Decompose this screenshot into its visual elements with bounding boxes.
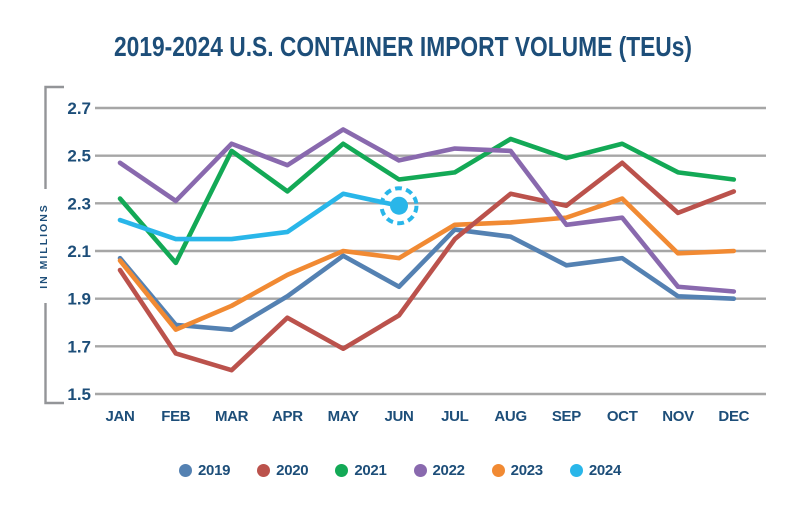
x-tick-label-aug: AUG: [494, 408, 526, 425]
series-line-2023: [117, 196, 737, 332]
x-tick-label-apr: APR: [272, 408, 303, 425]
x-tick-label-dec: DEC: [718, 408, 749, 425]
legend-swatch-2024: [569, 463, 583, 477]
y-axis-title: IN MILLIONS: [38, 203, 50, 289]
y-tick-label-2.3: 2.3: [67, 194, 91, 213]
x-tick-label-nov: NOV: [662, 408, 694, 425]
highlight-dot: [390, 196, 408, 215]
chart-title: 2019-2024 U.S. CONTAINER IMPORT VOLUME (…: [114, 31, 692, 62]
y-tick-label-1.9: 1.9: [67, 290, 91, 309]
legend: 2019 2020 2021 2022 2023 2024: [0, 461, 800, 479]
series-line-2019: [117, 227, 737, 332]
legend-label-2020: 2020: [276, 461, 309, 479]
legend-item-2022: 2022: [413, 461, 465, 479]
legend-swatch-2023: [491, 463, 505, 477]
x-tick-label-mar: MAR: [215, 408, 249, 425]
y-tick-label-2.7: 2.7: [67, 99, 91, 118]
legend-label-2022: 2022: [432, 461, 465, 479]
y-tick-label-2.5: 2.5: [67, 147, 91, 166]
highlight-dashed-ring: [379, 186, 419, 226]
legend-item-2024: 2024: [569, 461, 622, 479]
x-tick-label-jan: JAN: [105, 408, 134, 425]
series-line-2022: [117, 127, 737, 294]
legend-swatch-2021: [335, 463, 349, 477]
y-axis-bracket: [44, 85, 64, 405]
y-tick-label-2.1: 2.1: [67, 242, 91, 261]
legend-item-2020: 2020: [257, 461, 309, 479]
legend-swatch-2019: [178, 463, 192, 477]
legend-label-2021: 2021: [354, 461, 387, 479]
legend-swatch-2020: [257, 463, 271, 477]
series-line-2021: [117, 136, 737, 266]
legend-item-2019: 2019: [178, 461, 231, 479]
x-tick-label-oct: OCT: [607, 408, 638, 425]
x-tick-label-jul: JUL: [441, 408, 469, 425]
legend-item-2023: 2023: [491, 461, 543, 479]
x-tick-label-jun: JUN: [384, 408, 413, 425]
legend-label-2019: 2019: [197, 461, 231, 479]
legend-label-2024: 2024: [588, 461, 622, 479]
series-line-2024: [117, 191, 402, 242]
x-tick-label-feb: FEB: [161, 408, 191, 425]
x-tick-label-may: MAY: [328, 408, 359, 425]
x-tick-label-sep: SEP: [552, 408, 581, 425]
legend-item-2021: 2021: [335, 461, 387, 479]
series-line-2020: [117, 160, 737, 373]
legend-label-2023: 2023: [510, 461, 543, 479]
y-tick-label-1.7: 1.7: [67, 337, 91, 356]
y-tick-label-1.5: 1.5: [67, 385, 91, 404]
legend-swatch-2022: [413, 463, 427, 477]
